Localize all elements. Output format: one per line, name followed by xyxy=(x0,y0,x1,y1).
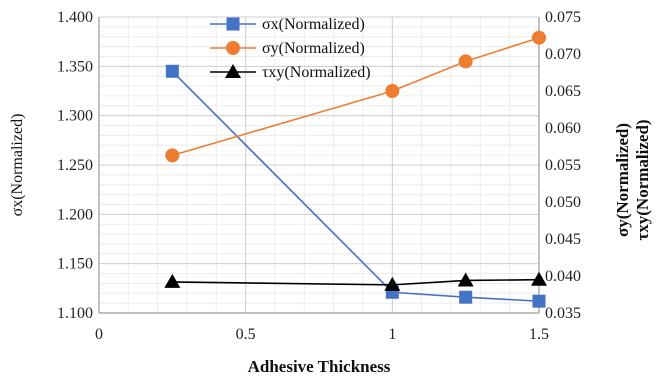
data-point-square xyxy=(165,64,179,78)
x-axis-title: Adhesive Thickness xyxy=(248,357,391,376)
legend-marker-circle xyxy=(226,41,240,55)
data-point-circle xyxy=(385,84,400,98)
legend-marker-triangle xyxy=(225,64,241,78)
legend-label: τxy(Normalized) xyxy=(262,64,371,81)
x-tick-label: 0.5 xyxy=(236,326,256,343)
y-left-tick-label: 1.150 xyxy=(57,256,93,273)
series-line xyxy=(172,278,540,286)
x-tick-label: 1.5 xyxy=(529,326,549,343)
y-right-tick-label: 0.040 xyxy=(545,268,581,285)
y-right-tick-label: 0.075 xyxy=(545,9,581,26)
y-left-tick-label: 1.350 xyxy=(57,58,93,75)
y-axis-right-title-tau-xy: τxy(Normalized) xyxy=(633,119,652,240)
axes xyxy=(98,17,540,314)
gridlines xyxy=(98,16,540,314)
legend-item: σy(Normalized) xyxy=(210,40,365,57)
y-right-tick-label: 0.045 xyxy=(545,231,581,248)
y-right-tick-label: 0.035 xyxy=(545,305,581,322)
y-left-tick-label: 1.100 xyxy=(57,305,93,322)
data-point-triangle xyxy=(531,271,547,286)
y-left-tick-label: 1.250 xyxy=(57,157,93,174)
x-tick-label: 1 xyxy=(388,326,396,343)
y-right-tick-label: 0.050 xyxy=(545,194,581,211)
legend-label: σx(Normalized) xyxy=(262,16,365,33)
legend-label: σy(Normalized) xyxy=(262,40,365,57)
y-left-tick-label: 1.200 xyxy=(57,206,93,223)
y-axis-left-title: σx(Normalized) xyxy=(9,114,26,217)
data-point-triangle xyxy=(164,273,181,288)
y-right-tick-label: 0.060 xyxy=(545,120,581,137)
x-tick-label: 0 xyxy=(95,326,103,343)
data-point-triangle xyxy=(457,272,474,287)
series-line xyxy=(171,70,540,302)
series-line xyxy=(172,36,540,157)
data-point-circle xyxy=(532,30,546,45)
series-2 xyxy=(165,30,546,163)
data-point-circle xyxy=(165,148,180,163)
legend-item: σx(Normalized) xyxy=(210,16,365,33)
y-left-tick-label: 1.400 xyxy=(57,9,93,26)
y-right-tick-label: 0.070 xyxy=(545,46,581,63)
legend-item: τxy(Normalized) xyxy=(210,64,371,81)
y-left-tick-label: 1.300 xyxy=(57,108,93,125)
data-point-circle xyxy=(458,54,473,69)
series-layer xyxy=(164,30,547,308)
tick-labels: 0 0.5 1 1.5 1.100 1.150 1.200 1.250 1.300 1.350 1.… xyxy=(57,9,581,343)
y-right-tick-label: 0.065 xyxy=(545,83,581,100)
y-axis-right-title-sigma-y: σy(Normalized) xyxy=(613,123,632,237)
data-point-triangle xyxy=(384,276,401,291)
series-3 xyxy=(164,271,547,291)
legend: σx(Normalized) σy(Normalized) τxy(Normaliz… xyxy=(210,16,371,81)
data-point-square xyxy=(532,294,546,308)
y-right-tick-label: 0.055 xyxy=(545,157,581,174)
data-point-square xyxy=(459,290,473,304)
legend-marker-square xyxy=(226,17,240,31)
